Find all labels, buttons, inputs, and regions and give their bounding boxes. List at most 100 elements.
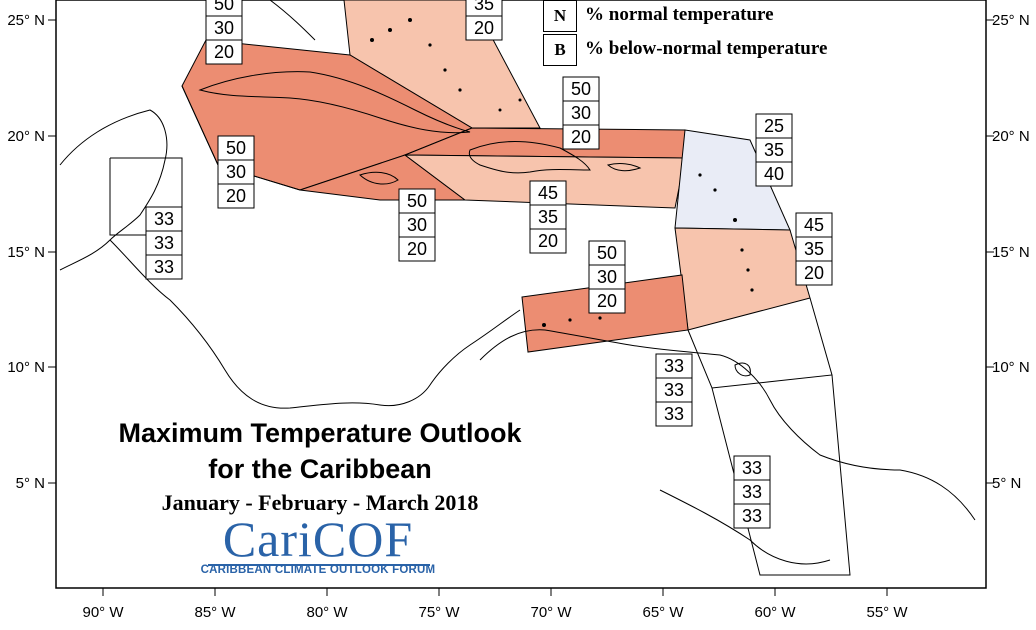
probability-value: 30	[571, 103, 591, 123]
coastlines	[59, 0, 976, 565]
probability-box-trinidad-tobago: 33 33 33	[655, 353, 693, 427]
probability-cell	[529, 228, 567, 254]
legend-key: N	[543, 0, 577, 32]
probability-cell	[588, 240, 626, 266]
probability-box-northern-leeward-islands: 25 35 40	[755, 113, 793, 187]
probability-box-abc-islands: 50 30 20	[588, 240, 626, 314]
probability-cell	[588, 288, 626, 314]
probability-value: 30	[597, 267, 617, 287]
lat-label: 25° N	[7, 12, 45, 29]
probability-value: 50	[214, 0, 234, 14]
probability-cell	[755, 137, 793, 163]
lat-label: 10° N	[7, 359, 45, 376]
map-title: Maximum Temperature Outlook	[118, 418, 522, 448]
probability-cell	[217, 183, 255, 209]
lon-axis: 90° W 85° W 80° W 75° W 70° W 65° W 60° …	[82, 588, 908, 621]
probability-box-cuba-west: 50 30 20	[217, 135, 255, 209]
probability-cell	[145, 254, 183, 280]
probability-value: 25	[764, 116, 784, 136]
logo-subtitle: CARIBBEAN CLIMATE OUTLOOK FORUM	[200, 564, 436, 576]
probability-value: 20	[804, 263, 824, 283]
lat-label: 25° N	[992, 12, 1030, 29]
lon-label: 65° W	[642, 604, 684, 621]
probability-value: 35	[764, 140, 784, 160]
coast-puerto-rico	[606, 163, 642, 172]
probability-value: 35	[804, 239, 824, 259]
probability-value: 30	[226, 162, 246, 182]
probability-value: 33	[664, 380, 684, 400]
logo-name: CariCOF	[222, 511, 414, 567]
coast-trinidad	[734, 362, 751, 377]
probability-value: 45	[538, 183, 558, 203]
probability-value: 33	[154, 209, 174, 229]
small-islands	[370, 18, 754, 327]
probability-value: 33	[154, 233, 174, 253]
lon-label: 70° W	[530, 604, 572, 621]
legend-text: % normal temperature	[585, 4, 774, 25]
probability-cell	[562, 124, 600, 150]
probability-cell	[795, 236, 833, 262]
map-period: January - February - March 2018	[161, 490, 479, 515]
caricof-logo: CariCOF CARIBBEAN CLIMATE OUTLOOK FORUM	[198, 512, 438, 582]
lon-label: 85° W	[194, 604, 236, 621]
lat-label: 15° N	[992, 244, 1030, 261]
probability-cell	[755, 161, 793, 187]
probability-cell	[465, 15, 503, 41]
probability-value: 50	[226, 138, 246, 158]
probability-value: 20	[226, 186, 246, 206]
probability-cell	[145, 206, 183, 232]
probability-cell	[733, 503, 771, 529]
probability-cell	[655, 353, 693, 379]
probability-value: 20	[214, 42, 234, 62]
lon-label: 80° W	[306, 604, 348, 621]
probability-cell	[529, 204, 567, 230]
map-title-line2: for the Caribbean	[208, 454, 432, 484]
probability-value: 30	[407, 215, 427, 235]
map-frame	[55, 0, 987, 589]
region-trinidad-boundary	[687, 297, 833, 389]
probability-cell	[795, 260, 833, 286]
coast-jamaica	[359, 171, 399, 185]
probability-cell	[733, 479, 771, 505]
lat-label: 20° N	[992, 128, 1030, 145]
lat-label: 10° N	[992, 359, 1030, 376]
probability-cell	[655, 401, 693, 427]
lon-label: 60° W	[754, 604, 796, 621]
probability-box-bahamas-west: 50 30 20	[205, 0, 243, 65]
probability-box-windward-islands: 45 35 20	[795, 212, 833, 286]
coast-hispaniola	[468, 141, 591, 174]
legend-key: B	[543, 34, 577, 66]
lat-label: 20° N	[7, 128, 45, 145]
lat-label: 15° N	[7, 244, 45, 261]
region-guianas-boundary	[711, 374, 851, 576]
probability-value: 40	[764, 164, 784, 184]
probability-value: 20	[571, 127, 591, 147]
probability-value: 45	[804, 215, 824, 235]
probability-value: 35	[474, 0, 494, 14]
probability-box-hispaniola-puerto-rico: 45 35 20	[529, 180, 567, 254]
probability-cell	[562, 100, 600, 126]
lon-label: 75° W	[418, 604, 460, 621]
lon-label: 55° W	[866, 604, 908, 621]
probability-value: 50	[407, 191, 427, 211]
probability-box-guianas: 33 33 33	[733, 455, 771, 529]
probability-cell	[145, 230, 183, 256]
probability-box-jamaica: 50 30 20	[398, 188, 436, 262]
probability-cell	[398, 236, 436, 262]
probability-value: 20	[597, 291, 617, 311]
probability-box-belize: 33 33 33	[145, 206, 183, 280]
probability-cell	[217, 159, 255, 185]
probability-value: 33	[742, 506, 762, 526]
probability-cell	[655, 377, 693, 403]
probability-cell	[733, 455, 771, 481]
probability-value: 33	[664, 404, 684, 424]
probability-cell	[588, 264, 626, 290]
probability-cell	[795, 212, 833, 238]
probability-value: 30	[214, 18, 234, 38]
probability-value: 33	[154, 257, 174, 277]
region-windward	[674, 227, 811, 331]
probability-box-turks-caicos: 50 30 20	[562, 76, 600, 150]
